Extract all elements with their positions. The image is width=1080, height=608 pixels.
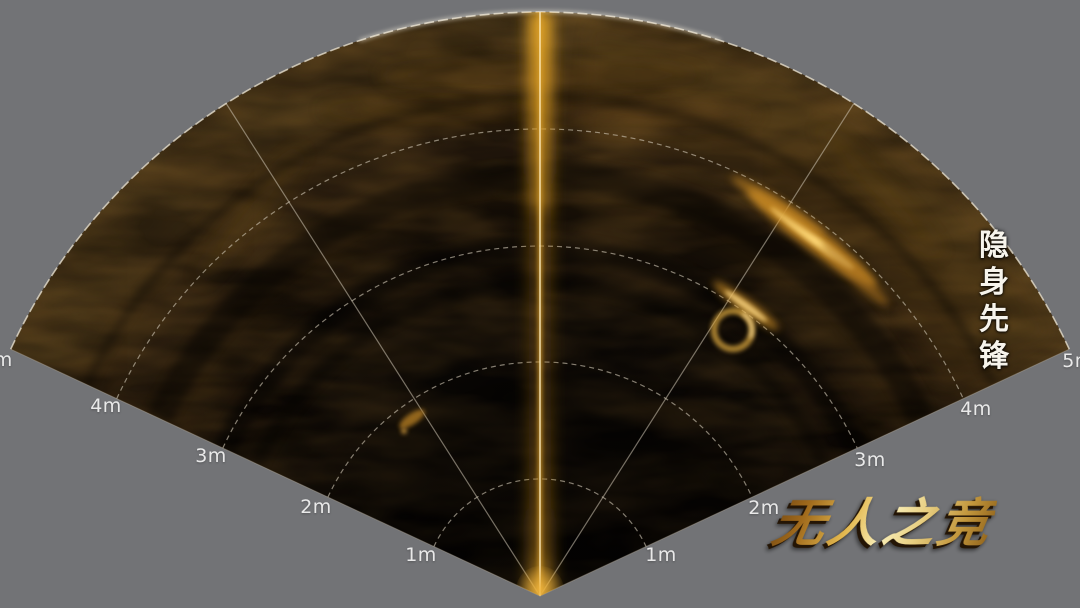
range-label-left-4m: 4m xyxy=(90,395,122,417)
caption-char: 先 xyxy=(979,302,1009,337)
range-label-right-2m: 2m xyxy=(748,497,780,519)
range-label-left-3m: 3m xyxy=(195,445,227,467)
fan-edges xyxy=(10,348,1070,597)
range-label-left-2m: 2m xyxy=(300,496,332,518)
center-beam-line xyxy=(516,12,564,597)
outer-rim xyxy=(9,10,1071,350)
range-label-right-5m: 5m xyxy=(1062,350,1080,372)
apex-glow xyxy=(516,566,564,597)
range-label-left-5m: 5m xyxy=(0,349,13,371)
caption-char: 锋 xyxy=(979,339,1009,374)
range-label-right-1m: 1m xyxy=(645,544,677,566)
vertical-caption: 隐 身 先 锋 xyxy=(972,231,1016,372)
bearing-lines xyxy=(225,103,855,597)
range-label-right-4m: 4m xyxy=(960,398,992,420)
show-logo: 无人之竞 xyxy=(767,481,1000,556)
range-label-right-3m: 3m xyxy=(854,449,886,471)
range-label-left-1m: 1m xyxy=(405,544,437,566)
caption-char: 身 xyxy=(979,265,1009,300)
caption-char: 隐 xyxy=(979,228,1009,263)
echo-returns xyxy=(399,176,889,434)
